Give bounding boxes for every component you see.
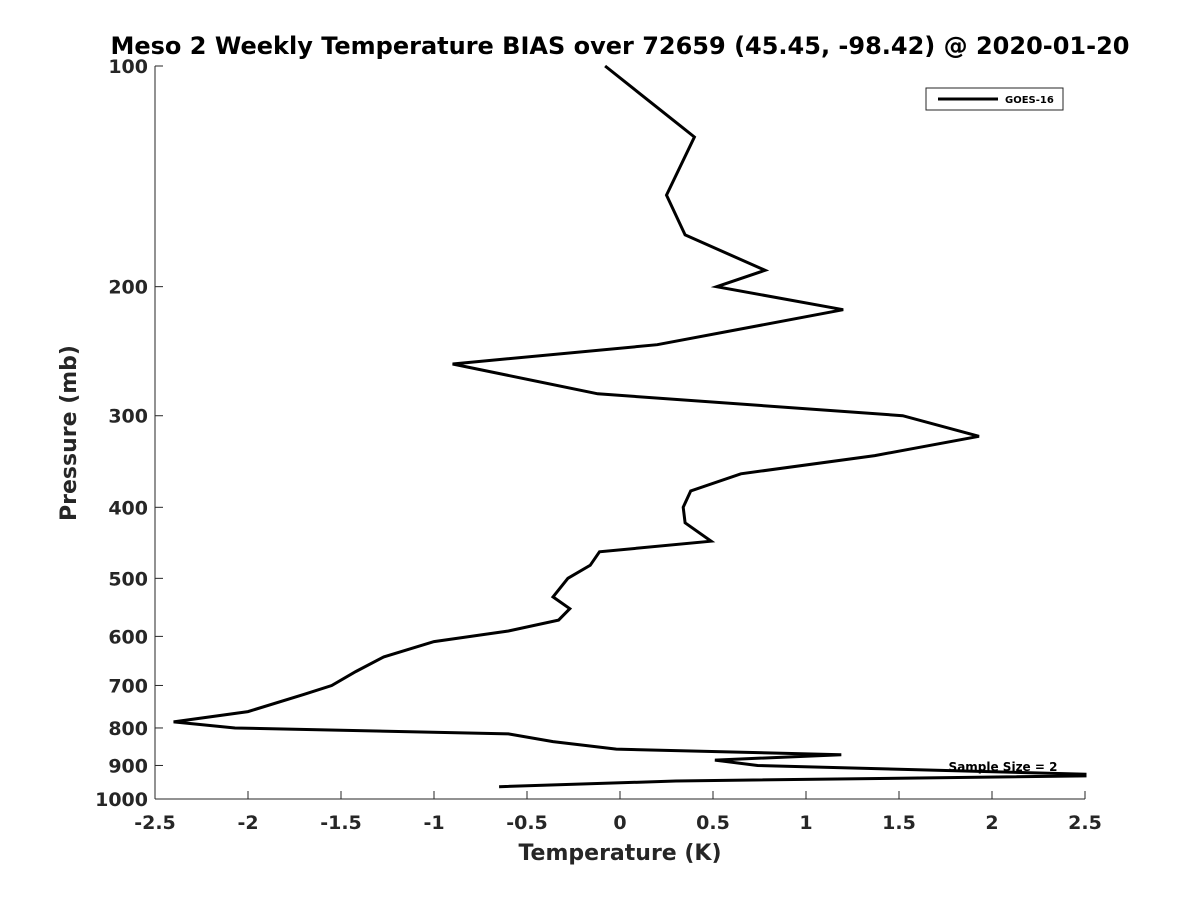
x-tick-label: -2 (237, 812, 258, 834)
legend-label-goes16: GOES-16 (1005, 95, 1054, 106)
data-point (566, 577, 569, 580)
data-point (507, 630, 510, 633)
data-point (713, 759, 716, 762)
legend: GOES-16 (925, 87, 1064, 111)
data-point (604, 65, 607, 68)
data-point (557, 619, 560, 622)
data-point (234, 727, 237, 730)
y-tick-label: 400 (108, 497, 148, 519)
data-point (598, 550, 601, 553)
data-point (978, 435, 981, 438)
data-point (842, 308, 845, 311)
y-tick-label: 600 (108, 626, 148, 648)
data-point (739, 472, 742, 475)
y-axis-label: Pressure (mb) (57, 345, 82, 521)
sample-size-annotation: Sample Size = 2 (949, 760, 1058, 774)
x-tick-label: -1.5 (320, 812, 362, 834)
data-point (552, 740, 555, 743)
x-tick-label: 2.5 (1068, 812, 1102, 834)
data-point (901, 414, 904, 417)
data-point (873, 454, 876, 457)
x-tick-label: 2 (985, 812, 998, 834)
data-point (665, 194, 668, 197)
data-point (689, 490, 692, 493)
data-point (756, 764, 759, 767)
data-point (615, 748, 618, 751)
data-point (433, 640, 436, 643)
data-point (596, 392, 599, 395)
data-point (172, 720, 175, 723)
y-tick-label: 200 (108, 277, 148, 299)
data-point (656, 343, 659, 346)
chart-title: Meso 2 Weekly Temperature BIAS over 7265… (110, 32, 1129, 60)
data-point (568, 607, 571, 610)
y-tick-label: 700 (108, 675, 148, 697)
data-point (507, 732, 510, 735)
data-point (330, 684, 333, 687)
series-line-goes16 (173, 64, 1087, 789)
data-point (498, 785, 501, 788)
data-point (710, 540, 713, 543)
data-point (764, 269, 767, 272)
x-tick-label: 1 (799, 812, 812, 834)
x-tick-label: 0 (613, 812, 626, 834)
data-point (247, 710, 250, 713)
y-tick-label: 300 (108, 406, 148, 428)
data-point (382, 655, 385, 658)
data-point (451, 363, 454, 366)
x-tick-label: -0.5 (506, 812, 548, 834)
x-tick-label: -1 (423, 812, 444, 834)
data-point (684, 521, 687, 524)
y-axis-ticks: 100 200 300 400 500 600 700 800 900 1000 (95, 56, 163, 811)
y-tick-label: 1000 (95, 789, 148, 811)
data-point (674, 780, 677, 783)
x-tick-label: 1.5 (882, 812, 916, 834)
data-point (693, 136, 696, 139)
y-tick-label: 800 (108, 718, 148, 740)
y-tick-label: 900 (108, 755, 148, 777)
data-point (552, 595, 555, 598)
data-point (1084, 774, 1087, 777)
data-point (682, 506, 685, 509)
x-axis-ticks: -2.5 -2 -1.5 -1 -0.5 0 0.5 1 1.5 2 2.5 (134, 791, 1102, 834)
y-tick-label: 500 (108, 568, 148, 590)
data-point (840, 753, 843, 756)
x-axis-label: Temperature (K) (518, 841, 721, 866)
data-point (589, 564, 592, 567)
y-tick-label: 100 (108, 56, 148, 78)
data-point (354, 670, 357, 673)
data-point (302, 693, 305, 696)
x-tick-label: -2.5 (134, 812, 176, 834)
data-point (715, 285, 718, 288)
x-tick-label: 0.5 (696, 812, 730, 834)
data-point (684, 233, 687, 236)
